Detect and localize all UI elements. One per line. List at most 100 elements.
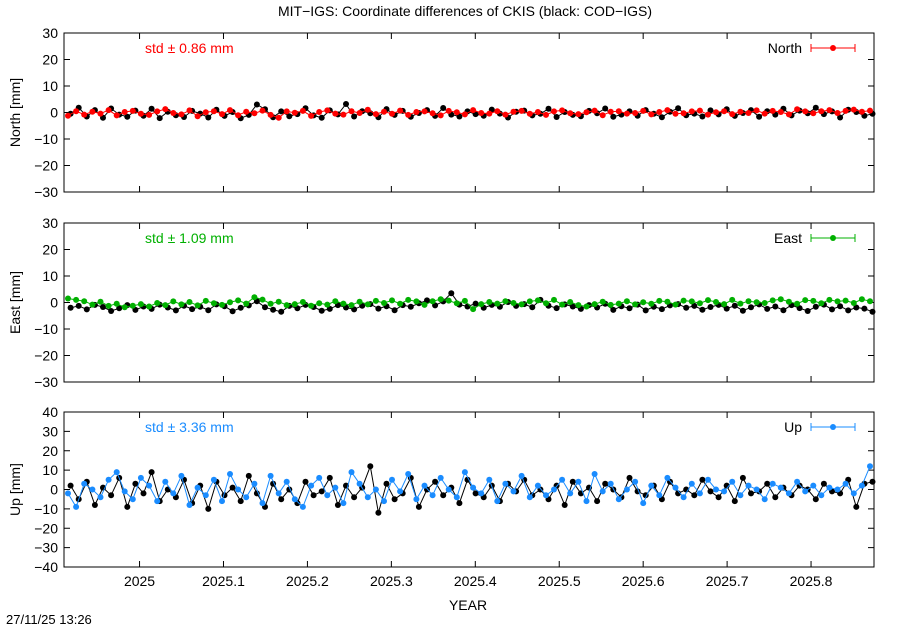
data-point xyxy=(470,484,477,491)
data-point xyxy=(591,107,598,114)
data-point xyxy=(65,295,71,302)
data-point xyxy=(769,107,776,114)
data-point xyxy=(713,109,719,116)
data-point xyxy=(756,113,763,120)
data-point xyxy=(219,498,225,505)
data-point xyxy=(510,488,517,495)
data-point xyxy=(842,480,849,487)
data-point xyxy=(299,299,306,305)
data-point xyxy=(534,109,541,115)
y-tick-label: −10 xyxy=(34,131,58,147)
y-tick-label: 30 xyxy=(42,423,58,439)
data-point xyxy=(324,107,331,114)
data-point xyxy=(737,108,744,115)
data-point xyxy=(553,305,560,312)
data-point xyxy=(543,111,549,118)
data-point xyxy=(445,297,452,304)
data-point xyxy=(124,503,131,510)
data-point xyxy=(391,496,398,503)
data-point xyxy=(453,494,460,501)
data-point xyxy=(705,297,711,304)
data-point xyxy=(108,308,115,314)
data-point xyxy=(764,305,771,312)
data-point xyxy=(137,474,144,481)
data-point xyxy=(356,110,363,116)
data-point xyxy=(364,301,371,308)
data-point xyxy=(413,496,420,503)
data-point xyxy=(461,469,468,476)
data-point xyxy=(291,109,298,116)
data-point xyxy=(486,476,493,483)
data-point xyxy=(146,482,153,489)
data-point xyxy=(372,111,379,118)
data-point xyxy=(437,474,444,481)
data-point xyxy=(559,301,566,308)
data-point xyxy=(283,108,290,115)
y-axis-label: North [mm] xyxy=(7,78,23,147)
data-point xyxy=(664,298,671,305)
data-point xyxy=(510,300,517,306)
data-point xyxy=(826,107,833,114)
data-point xyxy=(381,108,387,115)
data-point xyxy=(210,300,217,307)
data-point xyxy=(397,300,404,307)
data-point xyxy=(170,490,177,497)
data-point xyxy=(599,298,606,305)
data-point xyxy=(680,297,687,304)
data-point xyxy=(785,298,792,305)
data-point xyxy=(437,112,444,119)
data-point xyxy=(270,306,277,313)
data-point xyxy=(275,490,282,497)
panel-3: 40 30 20 10 0 −10 −20 −30 −40 Up [mm] std ± 3.36 m… xyxy=(7,404,876,575)
data-point xyxy=(464,476,471,483)
data-point xyxy=(440,492,447,499)
data-point xyxy=(219,111,225,118)
data-point xyxy=(356,480,363,487)
data-point xyxy=(610,306,617,313)
data-point xyxy=(656,109,663,115)
data-point xyxy=(664,107,671,114)
data-point xyxy=(842,107,849,114)
data-point xyxy=(397,488,404,495)
series-line xyxy=(70,292,873,313)
data-point xyxy=(623,486,630,493)
data-point xyxy=(113,112,120,119)
data-point xyxy=(696,490,703,497)
data-point xyxy=(154,108,161,115)
data-point xyxy=(837,114,844,121)
y-tick-label: 20 xyxy=(42,52,58,68)
data-point xyxy=(640,299,647,306)
data-point xyxy=(227,299,233,306)
data-point xyxy=(364,494,371,501)
series-line xyxy=(70,103,873,119)
data-point xyxy=(316,474,323,481)
data-point xyxy=(818,108,825,115)
data-point xyxy=(351,306,358,313)
data-point xyxy=(591,471,598,477)
data-point xyxy=(688,108,695,115)
data-point xyxy=(243,300,250,307)
data-point xyxy=(623,298,630,305)
data-point xyxy=(472,490,479,497)
data-point xyxy=(381,498,387,505)
data-point xyxy=(472,300,479,307)
data-point xyxy=(429,298,436,305)
data-point xyxy=(478,110,485,116)
data-point xyxy=(834,486,841,493)
data-point xyxy=(526,298,533,305)
y-tick-label: 30 xyxy=(42,215,58,231)
data-point xyxy=(129,302,136,309)
data-point xyxy=(278,496,285,503)
data-point xyxy=(705,111,711,118)
series-line xyxy=(67,108,871,119)
data-point xyxy=(561,502,568,508)
data-point xyxy=(259,107,266,114)
data-point xyxy=(567,299,574,305)
data-point xyxy=(89,108,96,115)
data-point xyxy=(494,108,501,115)
y-tick-label: −20 xyxy=(34,520,58,536)
data-point xyxy=(267,300,274,307)
data-point xyxy=(867,463,873,470)
data-point xyxy=(332,110,339,117)
y-tick-label: 20 xyxy=(42,242,58,258)
